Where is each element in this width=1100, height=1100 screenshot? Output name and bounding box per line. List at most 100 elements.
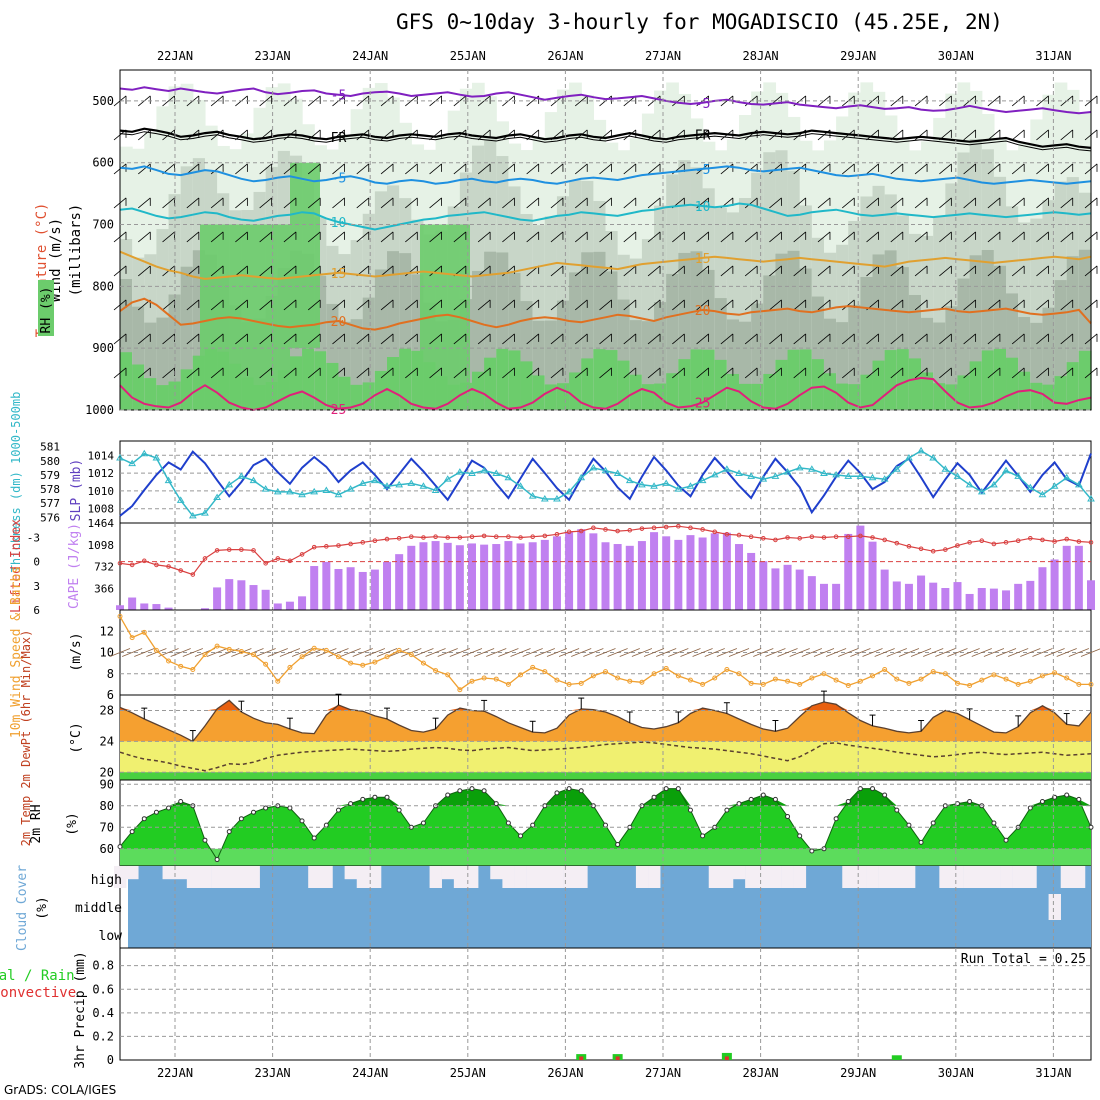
cape-bar [273,603,282,610]
upper-wind-barb [1060,197,1073,209]
thickness-marker [953,472,962,479]
thickness-marker [1038,490,1047,498]
cape-bar [674,539,683,610]
rh2m-marker [554,790,560,796]
rh2m-marker [263,805,269,811]
upper-wind-barb [283,367,297,379]
cloud-gap-high [526,866,540,888]
cape-bar [783,564,792,610]
wind10-marker [712,675,718,681]
isotherm-label: 15 [331,267,347,282]
cloud-gap-high [198,866,212,888]
upper-wind-barb [866,163,879,175]
cloud-gap-high [563,866,576,888]
upper-wind-barb [138,367,151,379]
upper-wind-barb [720,367,734,379]
upper-wind-barb [502,299,515,311]
cloud-gap-high [720,866,734,888]
upper-wind-barb [890,299,904,311]
upper-wind-barb [1060,367,1073,379]
upper-wind-barb [890,333,904,345]
upper-wind-barb [963,197,976,209]
cape-bar [1014,583,1023,610]
cloud-gap-high [453,866,467,888]
upper-wind-barb [1060,231,1073,243]
cape-bar [807,576,816,610]
thickness-marker [1050,482,1059,489]
thickness-marker [965,480,974,488]
upper-wind-barb [1011,333,1025,345]
thickness-marker [686,482,695,489]
thickness-marker [553,494,561,502]
lifted-index-marker [506,534,511,539]
wind10-marker [906,680,912,686]
upper-wind-barb [1011,299,1025,311]
wind10-marker [505,681,511,687]
lifted-index-marker [469,534,475,539]
rh2m-marker [518,833,524,839]
upper-wind-barb [210,333,224,345]
surface-wind-barb [656,648,677,657]
li-axis-title: Lifted Index [9,519,24,613]
surface-wind-barb [1020,648,1041,657]
upper-wind-barb [332,231,345,243]
cloud-gap-high [356,866,370,888]
wind10-marker [663,665,669,671]
upper-wind-barb [259,163,272,175]
upper-wind-barb [138,333,151,345]
cape-bar [528,542,537,610]
thickness-marker [674,485,683,492]
cape-bar [540,539,549,610]
cape-bar [965,593,974,610]
upper-wind-barb [502,163,515,175]
wind10-marker [433,668,439,674]
thickness-marker [820,469,828,477]
cape-bar [795,569,804,610]
upper-wind-barb [429,333,442,345]
wind10-marker [809,675,815,681]
upper-wind-barb [429,299,442,311]
wind10-marker [833,677,839,683]
upper-wind-barb [817,333,831,345]
thickness-marker [892,465,901,472]
cape-bar [383,561,392,610]
wind10-marker [615,675,621,681]
thickness-tick: 578 [40,483,60,496]
cape-bar [722,532,731,610]
surface-wind-barb [850,648,871,657]
wind10-marker [384,654,390,660]
upper-wind-barb [453,367,467,379]
surface-wind-barb [971,648,992,657]
upper-wind-barb [890,163,904,175]
upper-wind-barb [574,231,588,243]
upper-wind-barb [477,197,491,209]
cape-bar [310,566,319,610]
upper-wind-barb [866,129,879,141]
wind10-marker [1003,676,1009,682]
wind10-marker [639,679,645,685]
cloud-gap-high [781,866,794,888]
surface-wind-barb [1032,648,1053,657]
upper-wind-barb [696,367,709,379]
upper-wind-barb [599,231,612,243]
cape-bar [1002,590,1011,610]
surface-wind-barb [753,648,774,657]
rh2m-marker [675,786,681,792]
cape-bar [200,608,209,610]
rh-shade-green [1030,382,1044,410]
rh2m-marker [870,786,876,792]
upper-wind-barb [647,197,661,209]
cloud-gap-high [757,866,770,888]
upper-wind-barb [1036,231,1049,243]
upper-wind-barb [1036,197,1049,209]
thickness-marker [188,511,197,519]
rh2m-marker [1076,796,1082,802]
lifted-index-marker [239,547,244,552]
wind10-marker [420,660,426,666]
lifted-index-marker [129,562,135,568]
rh2m-marker [348,801,354,807]
upper-wind-barb [866,231,879,243]
pressure-tick: 1000 [85,403,114,417]
rh2m-tick: 70 [100,820,114,834]
wind10-marker [299,654,305,660]
